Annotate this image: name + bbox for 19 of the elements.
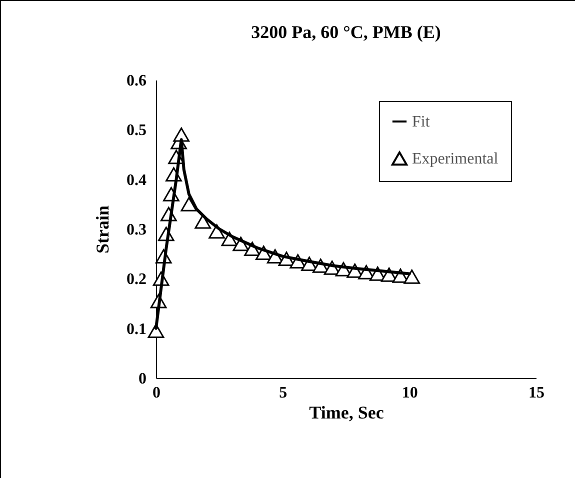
x-axis-title: Time, Sec xyxy=(309,402,384,422)
x-tick-label: 15 xyxy=(528,384,544,402)
legend-label: Experimental xyxy=(412,150,499,168)
chart-title: 3200 Pa, 60 °C, PMB (E) xyxy=(251,22,441,42)
y-tick-label: 0.3 xyxy=(126,222,146,238)
x-tick-label: 5 xyxy=(279,384,288,402)
y-tick-label: 0.6 xyxy=(126,72,146,90)
legend-label: Fit xyxy=(412,114,430,130)
y-tick-label: 0.4 xyxy=(126,172,146,189)
y-axis-title: Strain xyxy=(92,205,112,254)
x-tick-label: 10 xyxy=(402,384,418,402)
y-tick-label: 0.2 xyxy=(126,271,146,288)
y-tick-label: 0 xyxy=(138,370,146,388)
point xyxy=(173,127,190,142)
x-tick-label: 0 xyxy=(152,384,160,402)
y-tick-label: 0.1 xyxy=(126,320,146,338)
point xyxy=(180,196,198,212)
y-tick-label: 0.5 xyxy=(126,122,146,140)
point xyxy=(404,270,420,284)
